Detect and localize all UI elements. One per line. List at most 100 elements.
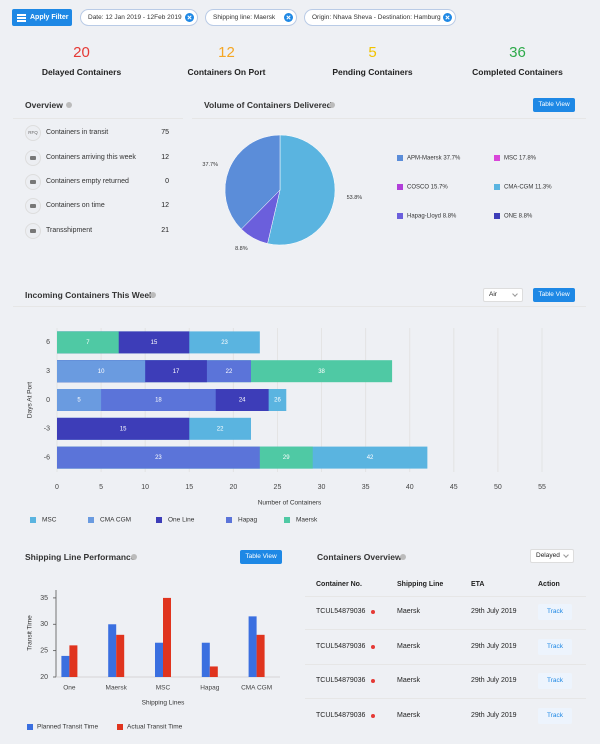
row-icon-text: RFQ: [28, 130, 38, 135]
kpi-value: 20: [73, 44, 90, 61]
x-tick-label: Hapag: [200, 685, 220, 692]
bar: [57, 360, 146, 383]
dropdown[interactable]: Air: [483, 288, 523, 302]
chip-close-icon[interactable]: [185, 13, 194, 22]
track-button[interactable]: Track: [538, 708, 572, 724]
row-value: 12: [161, 202, 169, 209]
row-icon: [25, 223, 41, 239]
legend-swatch: [494, 213, 500, 219]
bar: [256, 634, 265, 677]
x-tick-label: 35: [362, 484, 370, 491]
table-view-button[interactable]: Table View: [240, 550, 282, 564]
row-icon-glyph: [30, 156, 36, 160]
row-icon: [25, 150, 41, 166]
x-tick-label: 0: [55, 484, 59, 491]
chip-close-icon[interactable]: [284, 13, 293, 22]
y-tick-label: 3: [46, 368, 50, 375]
bar-label: 5: [77, 398, 81, 404]
card-title: Overview: [25, 100, 63, 110]
y-axis-title: Transit Time: [27, 615, 34, 651]
kpi-label: Completed Containers: [472, 67, 563, 77]
bar-label: 22: [226, 369, 233, 375]
column-header: Container No.: [316, 581, 362, 588]
dropdown[interactable]: Delayed: [530, 549, 574, 563]
info-icon: [131, 554, 137, 560]
bar: [108, 624, 117, 677]
x-tick-label: Maersk: [106, 685, 128, 692]
menu-icon-line: [17, 14, 26, 16]
chip-close-icon[interactable]: [443, 13, 452, 22]
table-cell: Maersk: [397, 608, 420, 615]
menu-icon-line: [17, 20, 26, 22]
legend-label: Maersk: [296, 517, 318, 524]
bar: [57, 389, 102, 411]
bar-label: 26: [274, 398, 281, 404]
x-tick-label: 45: [450, 484, 458, 491]
y-tick-label: 6: [46, 339, 50, 346]
row-label: Containers arriving this week: [46, 154, 136, 161]
kpi-value: 12: [218, 44, 235, 61]
table-cell: 29th July 2019: [471, 677, 517, 684]
legend-swatch: [397, 155, 403, 161]
bar: [163, 597, 171, 677]
bar-label: 42: [367, 455, 374, 461]
x-tick-label: CMA CGM: [241, 685, 272, 692]
legend-label: COSCO 15.7%: [407, 185, 448, 191]
bar-label: 22: [217, 426, 224, 432]
row-icon: [25, 174, 41, 190]
bar-label: 29: [283, 455, 290, 461]
table-cell: TCUL54879036: [316, 608, 366, 615]
kpi-value: 36: [509, 44, 526, 61]
divider: [13, 306, 586, 307]
bar-label: 38: [318, 369, 325, 375]
x-tick-label: 40: [406, 484, 414, 491]
x-tick-label: MSC: [156, 685, 171, 692]
row-value: 21: [161, 227, 169, 234]
track-button[interactable]: Track: [538, 604, 572, 620]
y-tick-label: -6: [44, 454, 50, 461]
y-tick-label: 25: [40, 647, 48, 654]
divider: [305, 664, 586, 665]
y-tick-label: -3: [44, 426, 50, 433]
legend-swatch: [156, 517, 162, 523]
legend-swatch: [226, 517, 232, 523]
x-tick-label: 25: [274, 484, 282, 491]
kpi-label: Containers On Port: [187, 67, 266, 77]
column-header: Action: [538, 581, 560, 588]
track-button[interactable]: Track: [538, 639, 572, 655]
info-icon: [400, 554, 406, 560]
filter-chip[interactable]: Date: 12 Jan 2019 - 12Feb 2019: [80, 9, 198, 26]
filter-chip[interactable]: Origin: Nhava Sheva - Destination: Hambu…: [304, 9, 456, 26]
divider: [13, 118, 183, 119]
row-label: Containers on time: [46, 202, 105, 209]
filter-chip-label: Shipping line: Maersk: [213, 14, 276, 21]
track-button[interactable]: Track: [538, 673, 572, 689]
bar-label: 24: [239, 398, 246, 404]
legend-swatch: [397, 213, 403, 219]
row-value: 0: [165, 178, 169, 185]
filter-chip-label: Date: 12 Jan 2019 - 12Feb 2019: [88, 14, 182, 21]
bar: [155, 642, 163, 677]
table-cell: Maersk: [397, 712, 420, 719]
bar: [116, 634, 125, 677]
table-view-button[interactable]: Table View: [533, 98, 575, 112]
legend-swatch: [494, 184, 500, 190]
table-cell: 29th July 2019: [471, 712, 517, 719]
legend-label: ONE 8.8%: [504, 214, 533, 220]
legend-swatch: [284, 517, 290, 523]
x-tick-label: 50: [494, 484, 502, 491]
x-tick-label: 30: [318, 484, 326, 491]
legend-label: Hapag: [238, 517, 258, 524]
table-view-button[interactable]: Table View: [533, 288, 575, 302]
bar: [57, 331, 119, 354]
bar: [57, 417, 190, 440]
table-cell: Maersk: [397, 677, 420, 684]
status-dot: [371, 645, 375, 649]
filter-chip[interactable]: Shipping line: Maersk: [205, 9, 297, 26]
card-title: Shipping Line Performance: [25, 552, 136, 562]
row-icon-glyph: [30, 180, 36, 184]
table-cell: Maersk: [397, 643, 420, 650]
bar: [69, 645, 78, 677]
apply-filter-button[interactable]: Apply Filter: [12, 9, 72, 26]
